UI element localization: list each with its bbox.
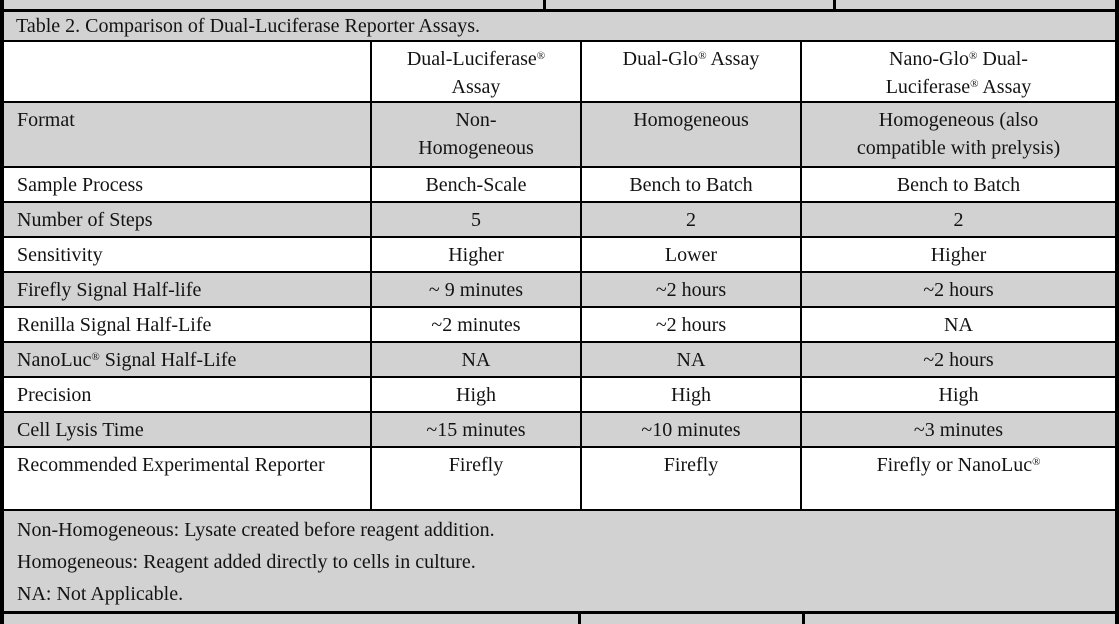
- cell-value: 2: [953, 209, 964, 231]
- cell-value: Bench-Scale: [372, 168, 582, 201]
- cell-value: ~2 minutes: [372, 308, 582, 341]
- row-label: Cell Lysis Time: [4, 413, 372, 446]
- table-row-cell-lysis-time: Cell Lysis Time ~15 minutes ~10 minutes …: [4, 413, 1115, 448]
- cell-value: NA: [582, 343, 802, 376]
- row-label: Firefly Signal Half-life: [4, 273, 372, 306]
- cell-value: ~2 hours: [923, 349, 994, 371]
- column-divider-mark: [543, 0, 546, 9]
- cell-value: Homogeneous: [582, 103, 802, 166]
- table-bottom-border: [4, 611, 1115, 614]
- cell-value: Firefly or NanoLuc®: [876, 454, 1041, 476]
- cell-value: ~2 hours: [582, 308, 802, 341]
- cell-value: 2: [582, 203, 802, 236]
- cell-value: Bench to Batch: [896, 174, 1021, 196]
- footnote-line: Non-Homogeneous: Lysate created before r…: [17, 519, 495, 541]
- cell-value: Lower: [582, 238, 802, 271]
- table-top-border: [4, 9, 1115, 12]
- column-header-dual-luciferase: Dual-Luciferase® Assay: [372, 42, 582, 101]
- cell-value: High: [938, 384, 979, 406]
- cell-value: ~15 minutes: [372, 413, 582, 446]
- cropped-row-above: [4, 0, 1115, 9]
- column-divider-mark: [802, 614, 805, 624]
- cell-value: Non- Homogeneous: [372, 103, 582, 166]
- cell-value: High: [582, 378, 802, 411]
- cell-value: Higher: [930, 244, 987, 266]
- cell-value: Firefly: [372, 448, 582, 509]
- column-divider-mark: [833, 0, 836, 9]
- row-label: Precision: [4, 378, 372, 411]
- footnote-line: Homogeneous: Reagent added directly to c…: [17, 551, 476, 573]
- row-label: Renilla Signal Half-Life: [4, 308, 372, 341]
- cropped-row-below: [4, 614, 1115, 624]
- table-row-precision: Precision High High High: [4, 378, 1115, 413]
- cell-value: 5: [372, 203, 582, 236]
- cell-value: High: [372, 378, 582, 411]
- row-label: NanoLuc® Signal Half-Life: [4, 343, 372, 376]
- column-header-dual-glo: Dual-Glo® Assay: [582, 42, 802, 101]
- cell-value: ~2 hours: [582, 273, 802, 306]
- cell-value: Firefly: [582, 448, 802, 509]
- table-row-renilla-half-life: Renilla Signal Half-Life ~2 minutes ~2 h…: [4, 308, 1115, 343]
- table-row-format: Format Non- Homogeneous Homogeneous Homo…: [4, 103, 1115, 168]
- footnote-line: NA: Not Applicable.: [17, 583, 184, 605]
- cell-value: NA: [372, 343, 582, 376]
- table-row-sensitivity: Sensitivity Higher Lower Higher: [4, 238, 1115, 273]
- table-row-number-of-steps: Number of Steps 5 2 2: [4, 203, 1115, 238]
- cell-value: NA: [944, 314, 973, 336]
- table-footnotes: Non-Homogeneous: Lysate created before r…: [4, 511, 1115, 611]
- cell-value: ~3 minutes: [913, 419, 1004, 441]
- row-label: Number of Steps: [4, 203, 372, 236]
- header-row: Dual-Luciferase® Assay Dual-Glo® Assay N…: [4, 42, 1115, 103]
- table-row-firefly-half-life: Firefly Signal Half-life ~ 9 minutes ~2 …: [4, 273, 1115, 308]
- row-label: Format: [4, 103, 372, 166]
- cell-value: Bench to Batch: [582, 168, 802, 201]
- row-label: Sensitivity: [4, 238, 372, 271]
- table-row-recommended-reporter: Recommended Experimental Reporter Firefl…: [4, 448, 1115, 511]
- header-empty-cell: [4, 42, 372, 101]
- row-label: Recommended Experimental Reporter: [4, 448, 372, 509]
- row-label: Sample Process: [4, 168, 372, 201]
- table-title: Table 2. Comparison of Dual-Luciferase R…: [4, 12, 1115, 42]
- cell-value: ~10 minutes: [582, 413, 802, 446]
- table-row-nanoluc-half-life: NanoLuc® Signal Half-Life NA NA ~2 hours: [4, 343, 1115, 378]
- table-row-sample-process: Sample Process Bench-Scale Bench to Batc…: [4, 168, 1115, 203]
- cell-value: Homogeneous (also compatible with prelys…: [856, 109, 1061, 159]
- cell-value: ~2 hours: [923, 279, 994, 301]
- cell-value: Higher: [372, 238, 582, 271]
- column-divider-mark: [578, 614, 581, 624]
- column-header-nano-glo: Nano-Glo® Dual- Luciferase® Assay: [885, 48, 1032, 98]
- cell-value: ~ 9 minutes: [372, 273, 582, 306]
